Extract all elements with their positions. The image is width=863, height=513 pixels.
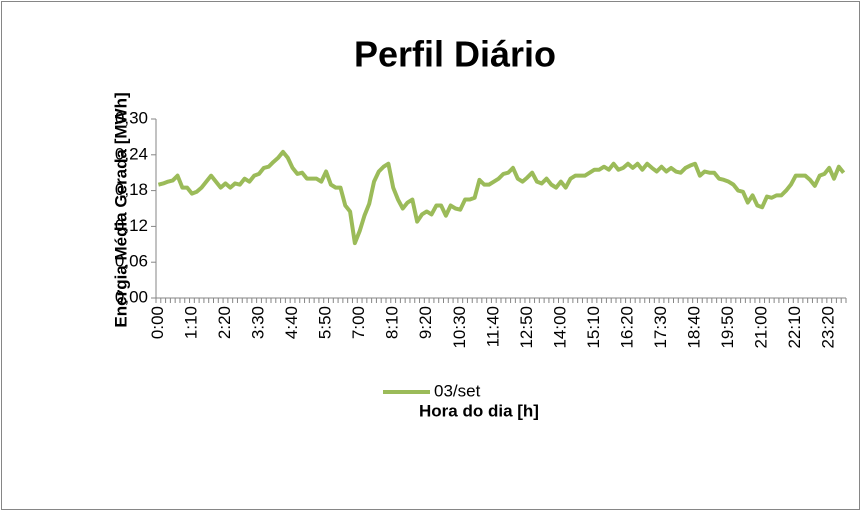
- chart-title: Perfil Diário: [354, 34, 556, 75]
- x-tick-label: 8:10: [383, 306, 402, 339]
- x-tick-label: 22:10: [785, 306, 804, 349]
- x-tick-label: 16:20: [617, 306, 636, 349]
- x-tick-label: 2:20: [215, 306, 234, 339]
- x-tick-label: 0:00: [148, 306, 167, 339]
- y-tick-label: 0,24: [115, 144, 148, 163]
- x-tick-label: 4:40: [282, 306, 301, 339]
- x-tick-label: 21:00: [752, 306, 771, 349]
- y-tick-label: 0,30: [115, 108, 148, 127]
- x-tick-label: 10:30: [450, 306, 469, 349]
- x-tick-label: 19:50: [718, 306, 737, 349]
- x-tick-label: 1:10: [181, 306, 200, 339]
- x-tick-label: 3:30: [249, 306, 268, 339]
- y-axis-label: Energia Média Gerada [MWh]: [111, 92, 130, 327]
- x-axis-label: Hora do dia [h]: [419, 401, 539, 420]
- x-tick-label: 17:30: [651, 306, 670, 349]
- line-series: [157, 149, 846, 246]
- y-tick-label: 0,06: [115, 252, 148, 271]
- x-tick-label: 23:20: [819, 306, 838, 349]
- y-tick-label: 0,00: [115, 287, 148, 306]
- x-tick-label: 18:40: [685, 306, 704, 349]
- y-tick-label: 0,12: [115, 216, 148, 235]
- x-tick-label: 5:50: [316, 306, 335, 339]
- legend-label: 03/set: [434, 381, 481, 400]
- x-tick-label: 12:50: [517, 306, 536, 349]
- x-tick-label: 7:00: [349, 306, 368, 339]
- x-tick-label: 11:40: [483, 306, 502, 347]
- y-tick-label: 0,18: [115, 180, 148, 199]
- x-tick-label: 14:00: [550, 306, 569, 349]
- x-tick-label: 9:20: [416, 306, 435, 339]
- x-tick-label: 15:10: [584, 306, 603, 349]
